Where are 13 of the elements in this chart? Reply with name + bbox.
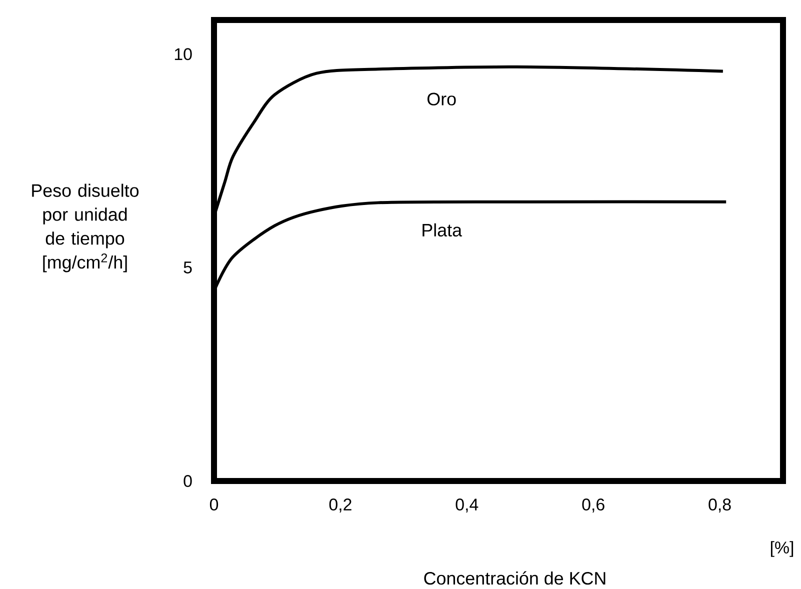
y-tick-label: 10 <box>174 48 192 60</box>
series-label: Oro <box>428 92 456 106</box>
x-axis-title: Concentración de KCN <box>424 571 606 585</box>
x-tick-label: 0,2 <box>329 498 352 513</box>
y-tick-label: 5 <box>184 262 192 274</box>
x-tick-label: 0,8 <box>708 498 731 513</box>
x-tick-label: 0 <box>210 498 218 511</box>
x-tick-label: 0,4 <box>456 498 478 513</box>
y-tick-label: 0 <box>184 475 192 487</box>
text: [%] <box>770 541 794 557</box>
series-label: Plata <box>422 223 462 237</box>
y-axis-title: Peso disuelto por unidad de tiempo [mg/cm$^{2}$/h] <box>32 184 139 272</box>
x-tick-label: 0,6 <box>582 498 604 513</box>
